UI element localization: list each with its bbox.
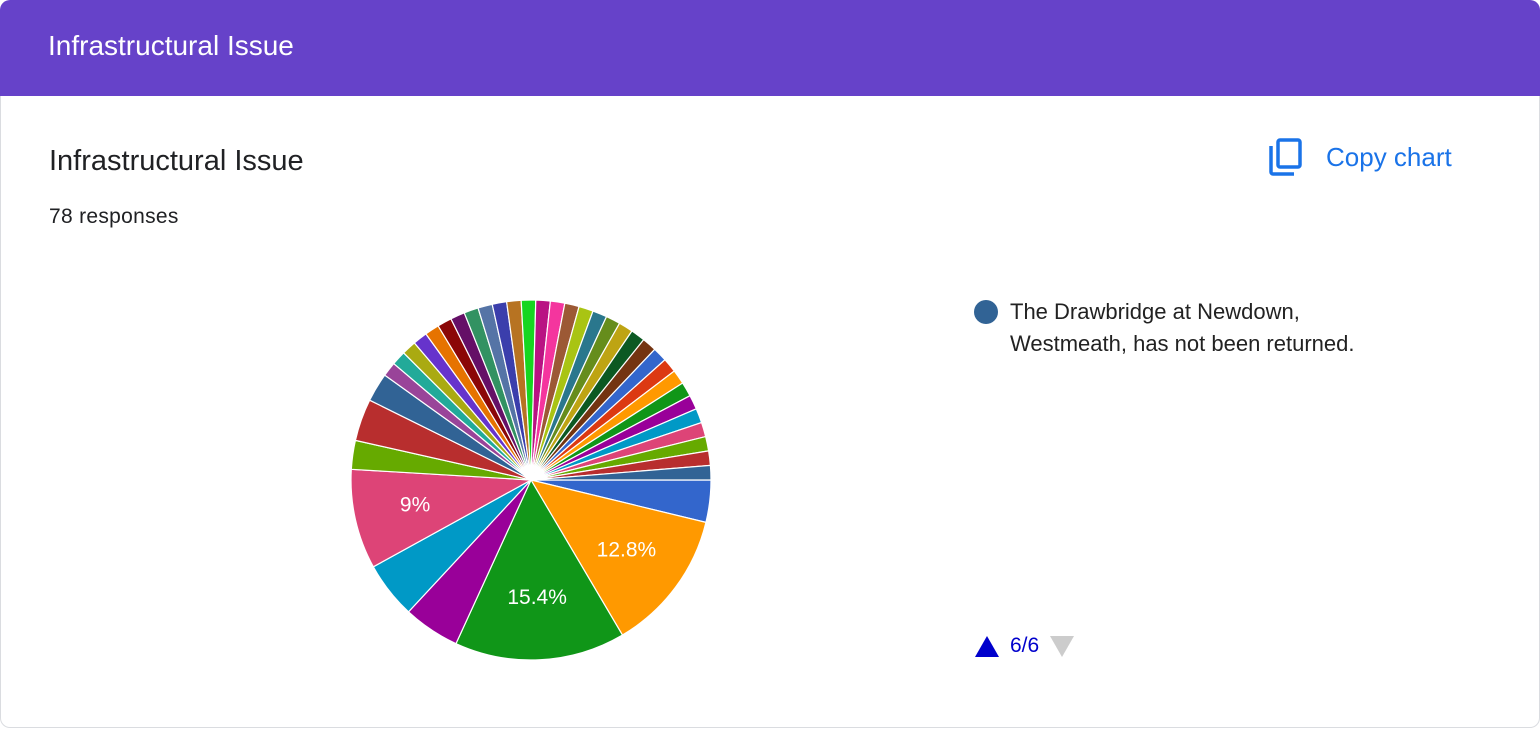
copy-chart-button[interactable]: Copy chart bbox=[1268, 136, 1452, 178]
legend-item: The Drawbridge at Newdown, Westmeath, ha… bbox=[974, 296, 1404, 360]
slice-label: 12.8% bbox=[597, 538, 657, 561]
copy-chart-label[interactable]: Copy chart bbox=[1326, 141, 1452, 172]
pager-down bbox=[1050, 636, 1075, 657]
pie-slice bbox=[350, 468, 534, 568]
pie-slice bbox=[529, 479, 707, 636]
header-title: Infrastructural Issue bbox=[48, 30, 294, 61]
pie-slice bbox=[455, 478, 624, 661]
pager-label: 6/6 bbox=[1010, 634, 1040, 657]
pie-slice bbox=[530, 464, 712, 481]
legend-swatch bbox=[974, 300, 998, 324]
legend-label: The Drawbridge at Newdown, Westmeath, ha… bbox=[1010, 299, 1355, 356]
card-title: Infrastructural Issue bbox=[49, 145, 304, 177]
response-count: 78 responses bbox=[49, 205, 179, 228]
legend: The Drawbridge at Newdown, Westmeath, ha… bbox=[974, 296, 1404, 360]
pager-up[interactable] bbox=[974, 634, 1000, 658]
header: Infrastructural Issue bbox=[0, 0, 1540, 96]
copy-icon bbox=[1269, 138, 1302, 176]
pie-chart: 12.8% 15.4% 9% bbox=[350, 299, 712, 661]
legend-pager: 6/6 bbox=[974, 634, 1075, 658]
slice-label: 15.4% bbox=[507, 586, 567, 609]
slice-label: 9% bbox=[400, 494, 430, 517]
